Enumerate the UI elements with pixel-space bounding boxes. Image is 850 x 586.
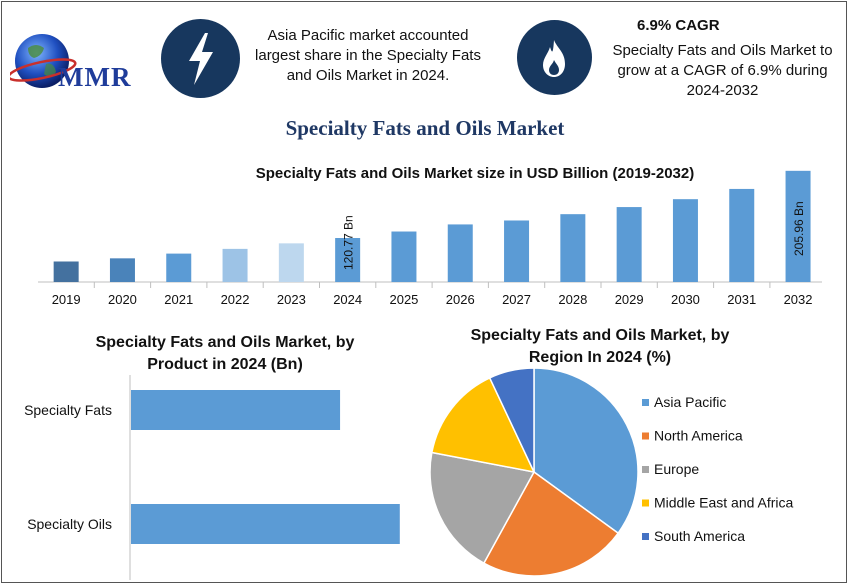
pie-slice-middle-east-and-africa (430, 376, 536, 474)
info1-line1: Asia Pacific market accounted (267, 27, 469, 44)
product-hbar-chart: Specialty Fats Specialty Oils (24, 375, 400, 580)
x-tick-label: 2029 (615, 292, 644, 307)
x-tick-label: 2020 (108, 292, 137, 307)
bar-chart-title: Specialty Fats and Oils Market size in U… (255, 165, 695, 182)
x-tick-label: 2019 (52, 292, 81, 307)
flame-icon (543, 40, 565, 77)
region-title-line1: Specialty Fats and Oils Market, by (470, 327, 730, 344)
x-tick-label: 2025 (389, 292, 418, 307)
bar-data-label: 205.96 Bn (792, 201, 806, 256)
info2-line3: 2024-2032 (686, 82, 759, 99)
mmr-globe-logo (10, 34, 77, 88)
product-title-line1: Specialty Fats and Oils Market, by (95, 334, 355, 351)
region-title-line2: Region In 2024 (%) (528, 349, 672, 366)
bar-2021 (166, 253, 192, 282)
x-tick-label: 2024 (333, 292, 362, 307)
hbar-category-label: Specialty Fats (24, 402, 112, 418)
x-tick-label: 2023 (277, 292, 306, 307)
legend-swatch (642, 432, 649, 440)
lightning-icon (189, 33, 213, 85)
info1-line2: largest share in the Specialty Fats (255, 47, 481, 64)
x-tick-label: 2028 (558, 292, 587, 307)
bar-2019 (53, 261, 79, 282)
bar-2024 (335, 238, 361, 282)
product-title-line2: Product in 2024 (Bn) (147, 356, 303, 373)
info2-line2: grow at a CAGR of 6.9% during (617, 62, 828, 79)
bar-2032 (785, 170, 811, 282)
bar-2022 (222, 248, 248, 282)
pie-slice-north-america (482, 470, 620, 577)
legend-swatch (642, 399, 649, 406)
legend-label: Asia Pacific (654, 394, 726, 410)
x-tick-label: 2032 (784, 292, 813, 307)
info1-icon-circle (161, 19, 240, 98)
main-title: Specialty Fats and Oils Market (285, 116, 565, 140)
bar-2023 (278, 243, 304, 282)
legend-label: Middle East and Africa (654, 495, 794, 511)
info1-text: Asia Pacific market accounted largest sh… (248, 26, 488, 86)
legend-swatch (642, 499, 649, 507)
bar-2027 (504, 220, 530, 282)
bar-2026 (447, 224, 473, 282)
bar-2031 (729, 188, 755, 282)
x-tick-label: 2026 (446, 292, 475, 307)
logo-text: MMR (58, 62, 132, 92)
pie-slice-south-america (488, 367, 535, 473)
legend-swatch (642, 466, 649, 473)
bar-2030 (672, 199, 698, 282)
bar-2020 (109, 258, 135, 282)
info2-text: Specialty Fats and Oils Market to grow a… (600, 41, 845, 101)
x-tick-label: 2031 (727, 292, 756, 307)
product-chart-title: Specialty Fats and Oils Market, by Produ… (40, 332, 410, 376)
hbar-specialty-fats (131, 390, 341, 430)
legend-label: South America (654, 528, 745, 544)
region-chart-title: Specialty Fats and Oils Market, by Regio… (440, 325, 760, 369)
x-tick-label: 2022 (221, 292, 250, 307)
info2-icon-circle (517, 20, 592, 95)
x-tick-label: 2027 (502, 292, 531, 307)
x-tick-label: 2021 (164, 292, 193, 307)
x-tick-label: 2030 (671, 292, 700, 307)
market-size-bar-chart: 2019 2020 2021 2022 2023 2024 2025 2026 2027 2028… (38, 170, 822, 307)
hbar-category-label: Specialty Oils (27, 516, 112, 532)
bar-2029 (616, 207, 642, 282)
bar-2025 (391, 231, 417, 282)
bar-2028 (560, 214, 586, 282)
hbar-specialty-oils (131, 504, 400, 544)
legend-swatch (642, 533, 649, 540)
pie-slice-asia-pacific (533, 367, 639, 535)
info2-line1: Specialty Fats and Oils Market to (612, 42, 833, 59)
legend-label: North America (654, 428, 743, 444)
cagr-title: 6.9% CAGR (637, 17, 720, 34)
info1-line3: and Oils Market in 2024. (286, 67, 450, 84)
legend-label: Europe (654, 461, 699, 477)
pie-slice-europe (429, 451, 536, 565)
bar-data-label: 120.77 Bn (342, 215, 356, 270)
